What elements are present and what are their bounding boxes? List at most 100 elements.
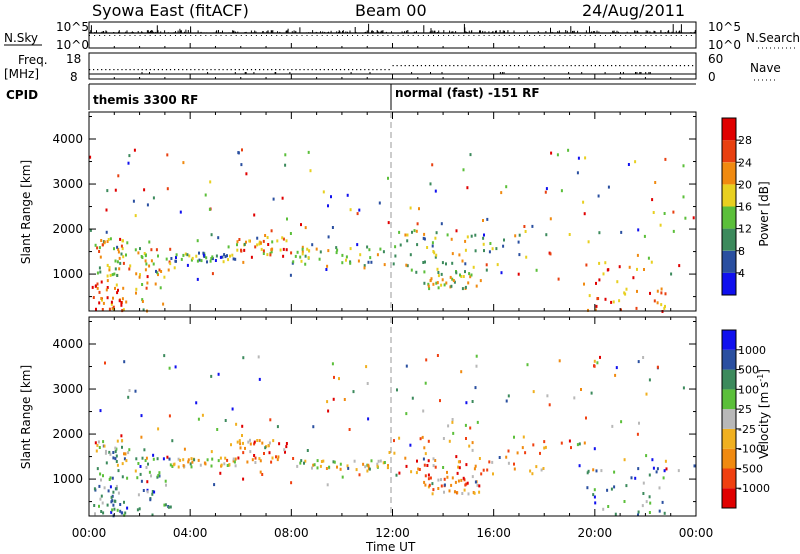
- echo-cell: [478, 484, 481, 488]
- scatter-echo-cell: [116, 245, 119, 249]
- scatter-echo-cell: [451, 418, 454, 421]
- echo-cell: [121, 462, 124, 466]
- echo-cell: [157, 474, 160, 477]
- echo-cell: [464, 270, 466, 274]
- scatter-echo-cell: [325, 268, 328, 271]
- nave-dot: [388, 69, 390, 71]
- echo-cell: [483, 249, 485, 253]
- echo-cell: [121, 247, 124, 251]
- nave-dot: [137, 69, 139, 71]
- echo-cell: [127, 451, 130, 455]
- echo-cell: [466, 481, 469, 485]
- echo-cell: [383, 263, 386, 267]
- nsearch-dot: [321, 35, 323, 36]
- echo-cell: [151, 513, 154, 517]
- scatter-echo-cell: [127, 161, 130, 165]
- echo-cell: [111, 494, 114, 498]
- echo-cell: [279, 248, 282, 252]
- scatter-echo-cell: [638, 421, 640, 425]
- echo-cell: [184, 252, 187, 256]
- nave-dot: [611, 65, 613, 67]
- scatter-echo-cell: [423, 480, 426, 484]
- echo-cell: [276, 458, 279, 462]
- cpid-segment-2-label: normal (fast) -151 RF: [395, 86, 540, 100]
- scatter-echo-cell: [256, 236, 259, 240]
- echo-cell: [478, 490, 481, 494]
- scatter-echo-cell: [645, 454, 648, 458]
- echo-cell: [209, 259, 212, 263]
- echo-cell: [95, 307, 97, 311]
- echo-cell: [429, 279, 432, 282]
- scatter-echo-cell: [436, 354, 439, 357]
- echo-cell: [120, 244, 123, 248]
- echo-cell: [469, 275, 472, 279]
- echo-cell: [457, 465, 460, 469]
- scatter-echo-cell: [545, 233, 548, 237]
- echo-cell: [139, 465, 142, 468]
- echo-cell: [322, 459, 325, 463]
- echo-cell: [177, 465, 180, 469]
- echo-cell: [316, 466, 319, 470]
- scatter-echo-cell: [307, 150, 310, 154]
- nave-dot: [627, 65, 629, 67]
- echo-cell: [98, 266, 101, 270]
- scatter-echo-cell: [326, 264, 329, 268]
- echo-cell: [101, 308, 104, 311]
- echo-cell: [488, 250, 491, 254]
- nave-dot: [352, 69, 354, 71]
- scatter-echo-cell: [195, 401, 198, 405]
- nsearch-dot: [154, 35, 156, 36]
- nsearch-dot: [463, 35, 465, 36]
- echo-cell: [641, 504, 644, 508]
- echo-cell: [122, 286, 125, 290]
- scatter-echo-cell: [327, 235, 330, 239]
- echo-cell: [468, 444, 471, 448]
- echo-cell: [649, 291, 651, 295]
- nsearch-dot: [296, 35, 298, 36]
- nsearch-dot: [498, 35, 500, 36]
- scatter-echo-cell: [309, 169, 312, 173]
- echo-cell: [114, 259, 117, 263]
- echo-cell: [299, 255, 302, 259]
- echo-cell: [642, 481, 645, 485]
- scatter-echo-cell: [105, 230, 108, 234]
- nsearch-dot: [316, 35, 318, 36]
- scatter-echo-cell: [596, 361, 599, 365]
- echo-cell: [335, 246, 338, 250]
- nsearch-dot: [205, 35, 207, 36]
- scatter-echo-cell: [144, 268, 147, 272]
- echo-cell: [169, 463, 172, 467]
- echo-cell: [205, 256, 208, 260]
- nsearch-dot: [549, 35, 551, 36]
- nsearch-dot: [650, 35, 652, 36]
- echo-cell: [101, 501, 104, 505]
- scatter-echo-cell: [505, 399, 508, 403]
- scatter-echo-cell: [592, 468, 595, 472]
- scatter-echo-cell: [672, 210, 675, 214]
- echo-cell: [106, 263, 109, 267]
- echo-cell: [543, 440, 546, 444]
- echo-cell: [202, 251, 205, 255]
- nsearch-dot: [164, 35, 166, 36]
- echo-cell: [524, 451, 527, 455]
- nsearch-dot: [690, 35, 692, 36]
- scatter-echo-cell: [292, 260, 295, 264]
- nave-dot: [469, 65, 471, 67]
- scatter-echo-cell: [531, 224, 534, 228]
- echo-cell: [628, 265, 631, 269]
- power-colorbar-label: Power [dB]: [757, 181, 771, 246]
- echo-cell: [461, 287, 464, 291]
- echo-cell: [394, 245, 397, 249]
- echo-cell: [613, 470, 616, 474]
- echo-cell: [226, 464, 229, 467]
- nsearch-dot: [529, 35, 531, 36]
- nave-dot: [433, 65, 435, 67]
- echo-cell: [437, 478, 440, 482]
- echo-cell: [306, 247, 309, 251]
- echo-cell: [432, 488, 435, 492]
- echo-cell: [118, 256, 121, 260]
- echo-cell: [148, 264, 151, 268]
- nsearch-dot: [286, 35, 288, 36]
- echo-cell: [186, 253, 189, 257]
- y-tick-label: 2000: [52, 222, 83, 236]
